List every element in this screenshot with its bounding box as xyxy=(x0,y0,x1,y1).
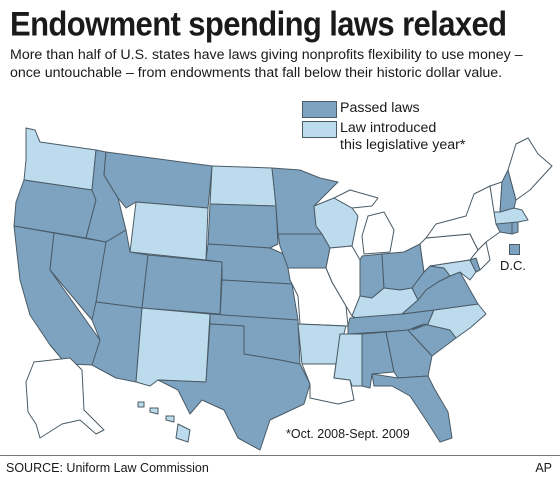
state-washington xyxy=(23,127,97,191)
source-credit: SOURCE: Uniform Law Commission xyxy=(6,461,209,475)
state-florida xyxy=(371,373,453,443)
state-kansas xyxy=(219,279,299,321)
state-colorado xyxy=(141,254,223,315)
state-michigan-upper xyxy=(333,189,379,209)
state-michigan xyxy=(361,211,395,255)
agency-credit: AP xyxy=(535,461,552,475)
state-hawaii-oahu xyxy=(149,407,159,415)
state-hawaii-island xyxy=(175,423,191,443)
dc-marker: D.C. xyxy=(500,244,526,273)
us-states-map xyxy=(13,127,553,451)
footer-divider xyxy=(0,455,560,456)
legend-label-introduced-line1: Law introduced xyxy=(340,119,437,136)
state-alaska xyxy=(25,357,105,439)
state-hawaii-kauai xyxy=(137,401,145,408)
state-arizona xyxy=(91,301,143,383)
state-iowa xyxy=(277,233,331,269)
state-texas xyxy=(157,323,311,451)
state-wyoming xyxy=(129,201,209,261)
state-new-hampshire xyxy=(499,169,517,213)
state-hawaii-maui xyxy=(165,415,175,423)
state-new-mexico xyxy=(135,307,211,387)
map-title: Endowment spending laws relaxed xyxy=(10,4,507,44)
state-north-carolina xyxy=(411,303,487,339)
legend-swatch-introduced xyxy=(302,120,337,138)
state-rhode-island xyxy=(511,221,519,235)
map-subtitle: More than half of U.S. states have laws … xyxy=(10,47,523,81)
dc-label: D.C. xyxy=(500,258,526,273)
legend-item-introduced: Law introduced this legislative year* xyxy=(300,120,550,155)
legend-item-passed: Passed laws xyxy=(300,100,550,118)
legend-label-introduced-line2: this legislative year* xyxy=(340,137,466,153)
legend-label-passed: Passed laws xyxy=(340,100,420,116)
state-south-dakota xyxy=(207,203,279,249)
state-north-dakota xyxy=(209,165,277,207)
legend-swatch-passed xyxy=(302,101,337,118)
dc-swatch xyxy=(509,244,520,255)
footnote: *Oct. 2008-Sept. 2009 xyxy=(286,427,410,441)
state-maine xyxy=(507,137,553,201)
state-montana xyxy=(103,151,213,209)
legend: Passed laws Law introduced this legislat… xyxy=(300,100,550,155)
